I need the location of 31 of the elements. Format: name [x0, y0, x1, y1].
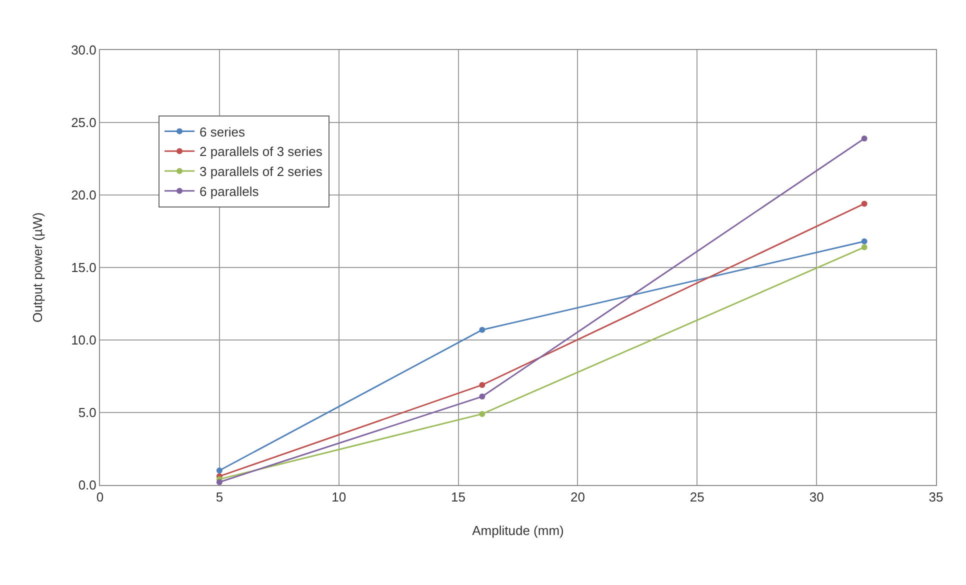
point	[216, 479, 222, 485]
x-tick-label: 5	[216, 490, 224, 505]
point	[479, 382, 486, 388]
y-axis-title: Output power (µW)	[30, 212, 46, 323]
x-tick-label: 30	[809, 490, 824, 505]
y-tick-label: 20.0	[71, 188, 96, 203]
x-tick-label: 20	[570, 490, 585, 505]
y-tick-label: 5.0	[78, 405, 96, 420]
point	[479, 410, 486, 417]
x-tick-label: 0	[96, 490, 104, 505]
y-tick-label: 10.0	[71, 332, 96, 348]
point	[861, 200, 868, 207]
point	[861, 135, 868, 142]
y-tick-label: 15.0	[71, 260, 96, 276]
point	[861, 244, 868, 250]
y-tick-label: 0.0	[78, 478, 96, 493]
x-tick-label: 15	[451, 490, 466, 505]
y-tick-label: 30.0	[71, 42, 96, 58]
point	[216, 468, 222, 474]
x-tick-label: 10	[332, 490, 346, 505]
legend-label: 6 parallels	[200, 184, 260, 199]
x-axis-title: Amplitude (mm)	[472, 523, 564, 538]
legend-label: 2 parallels of 3 series	[200, 144, 323, 160]
legend-label: 6 series	[200, 124, 246, 140]
legend-label: 3 parallels of 2 series	[200, 164, 323, 180]
point	[861, 238, 868, 244]
y-tick-label: 25.0	[71, 115, 96, 130]
x-tick-label: 35	[928, 490, 944, 505]
point	[479, 326, 486, 333]
point	[479, 394, 486, 400]
x-tick-label: 25	[690, 490, 704, 505]
